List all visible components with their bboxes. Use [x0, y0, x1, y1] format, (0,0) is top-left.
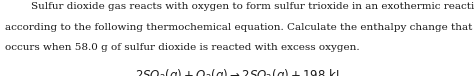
Text: occurs when 58.0 g of sulfur dioxide is reacted with excess oxygen.: occurs when 58.0 g of sulfur dioxide is … — [5, 43, 359, 52]
Text: according to the following thermochemical equation. Calculate the enthalpy chang: according to the following thermochemica… — [5, 23, 472, 32]
Text: Sulfur dioxide gas reacts with oxygen to form sulfur trioxide in an exothermic r: Sulfur dioxide gas reacts with oxygen to… — [5, 2, 474, 11]
Text: $2SO_2(g) + O_2(g) \rightarrow 2SO_3(g) + 198\ \mathrm{kJ}$: $2SO_2(g) + O_2(g) \rightarrow 2SO_3(g) … — [135, 67, 339, 76]
